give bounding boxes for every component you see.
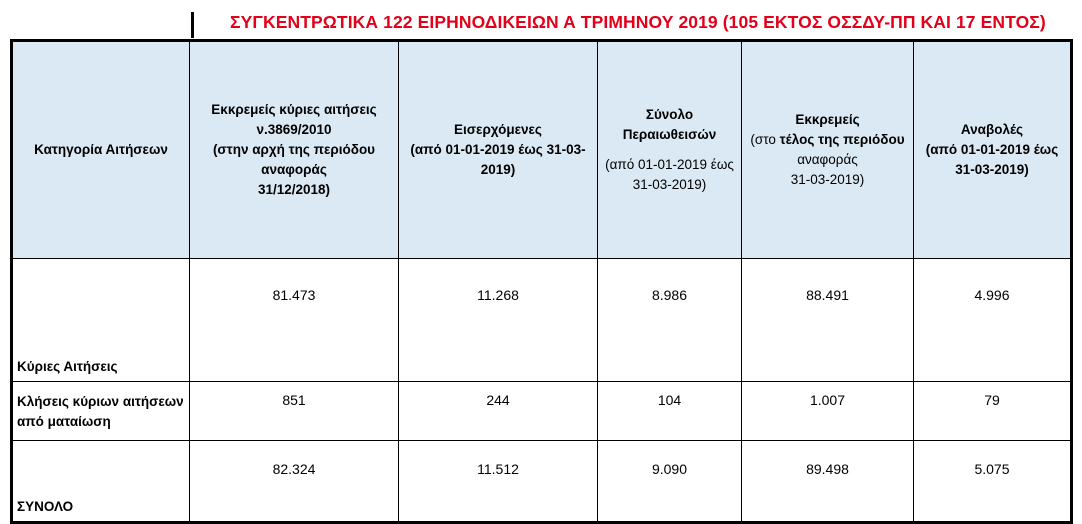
table-cell: 1.007 [741,381,914,441]
table-cell: 8.986 [597,258,742,382]
summary-table: Κατηγορία Αιτήσεων Εκκρεμείς κύριες αιτή… [10,39,1073,524]
header-pending-start: Εκκρεμείς κύριες αιτήσεις ν.3869/2010 (σ… [189,40,399,259]
header-category: Κατηγορία Αιτήσεων [11,40,190,259]
table-cell: 88.491 [741,258,914,382]
header-text: 31/12/2018) [257,182,331,197]
table-row-total: ΣΥΝΟΛΟ 82.324 11.512 9.090 89.498 5.075 [11,440,1072,523]
table-cell: 82.324 [189,440,399,523]
table-cell: 79 [913,381,1072,441]
row-label: Κύριες Αιτήσεις [11,258,190,382]
table-cell: 11.268 [398,258,598,382]
row-label-line: Κλήσεις κύριων αιτήσεων [17,394,184,409]
header-text: αναφοράς [797,152,858,167]
header-text: 2019) [480,162,516,177]
table-cell: 11.512 [398,440,598,523]
header-text: Εισερχόμενες [454,122,542,137]
header-text: (από 01-01-2019 έως [605,157,734,172]
header-text: (στην αρχή της περιόδου [212,142,376,157]
table-row: Κλήσεις κύριων αιτήσεων από ματαίωση 851… [11,381,1072,441]
row-label-line: από ματαίωση [17,414,111,429]
page-title: ΣΥΓΚΕΝΤΡΩΤΙΚΑ 122 ΕΙΡΗΝΟΔΙΚΕΙΩΝ Α ΤΡΙΜΗΝ… [230,12,1046,32]
header-text: (από 01-01-2019 έως [925,142,1059,157]
table-cell: 5.075 [913,440,1072,523]
row-label: Κλήσεις κύριων αιτήσεων από ματαίωση [11,381,190,441]
table-cell: 4.996 [913,258,1072,382]
header-completed: Σύνολο Περαιωθεισών (από 01-01-2019 έως … [597,40,742,259]
table-cell: 104 [597,381,742,441]
table-row: Κύριες Αιτήσεις 81.473 11.268 8.986 88.4… [11,258,1072,382]
header-text: Εκκρεμείς [795,112,860,127]
row-label: ΣΥΝΟΛΟ [11,440,190,523]
title-bar: ΣΥΓΚΕΝΤΡΩΤΙΚΑ 122 ΕΙΡΗΝΟΔΙΚΕΙΩΝ Α ΤΡΙΜΗΝ… [191,12,1074,38]
header-text: Εκκρεμείς κύριες αιτήσεις [211,102,377,117]
header-text: 31-03-2019) [632,177,707,192]
table-cell: 851 [189,381,399,441]
header-postponed: Αναβολές (από 01-01-2019 έως 31-03-2019) [913,40,1072,259]
header-text: τέλος της περιόδου [779,132,905,147]
table-cell: 89.498 [741,440,914,523]
header-incoming: Εισερχόμενες (από 01-01-2019 έως 31-03- … [398,40,598,259]
header-text: (στο [750,132,780,147]
header-text: (από 01-01-2019 έως 31-03- [410,142,586,157]
header-text: Αναβολές [960,122,1024,137]
table-cell: 244 [398,381,598,441]
table-cell: 81.473 [189,258,399,382]
header-text: ν.3869/2010 [256,122,332,137]
header-text: 31-03-2019) [790,172,865,187]
header-text: Περαιωθεισών [622,127,717,142]
header-text: Σύνολο [645,107,694,122]
table-cell: 9.090 [597,440,742,523]
header-row: Κατηγορία Αιτήσεων Εκκρεμείς κύριες αιτή… [11,40,1072,259]
header-category-text: Κατηγορία Αιτήσεων [34,142,168,157]
header-text: 31-03-2019) [955,162,1029,177]
header-pending-end: Εκκρεμείς (στο τέλος της περιόδου αναφορ… [741,40,914,259]
header-text: αναφοράς [261,162,327,177]
